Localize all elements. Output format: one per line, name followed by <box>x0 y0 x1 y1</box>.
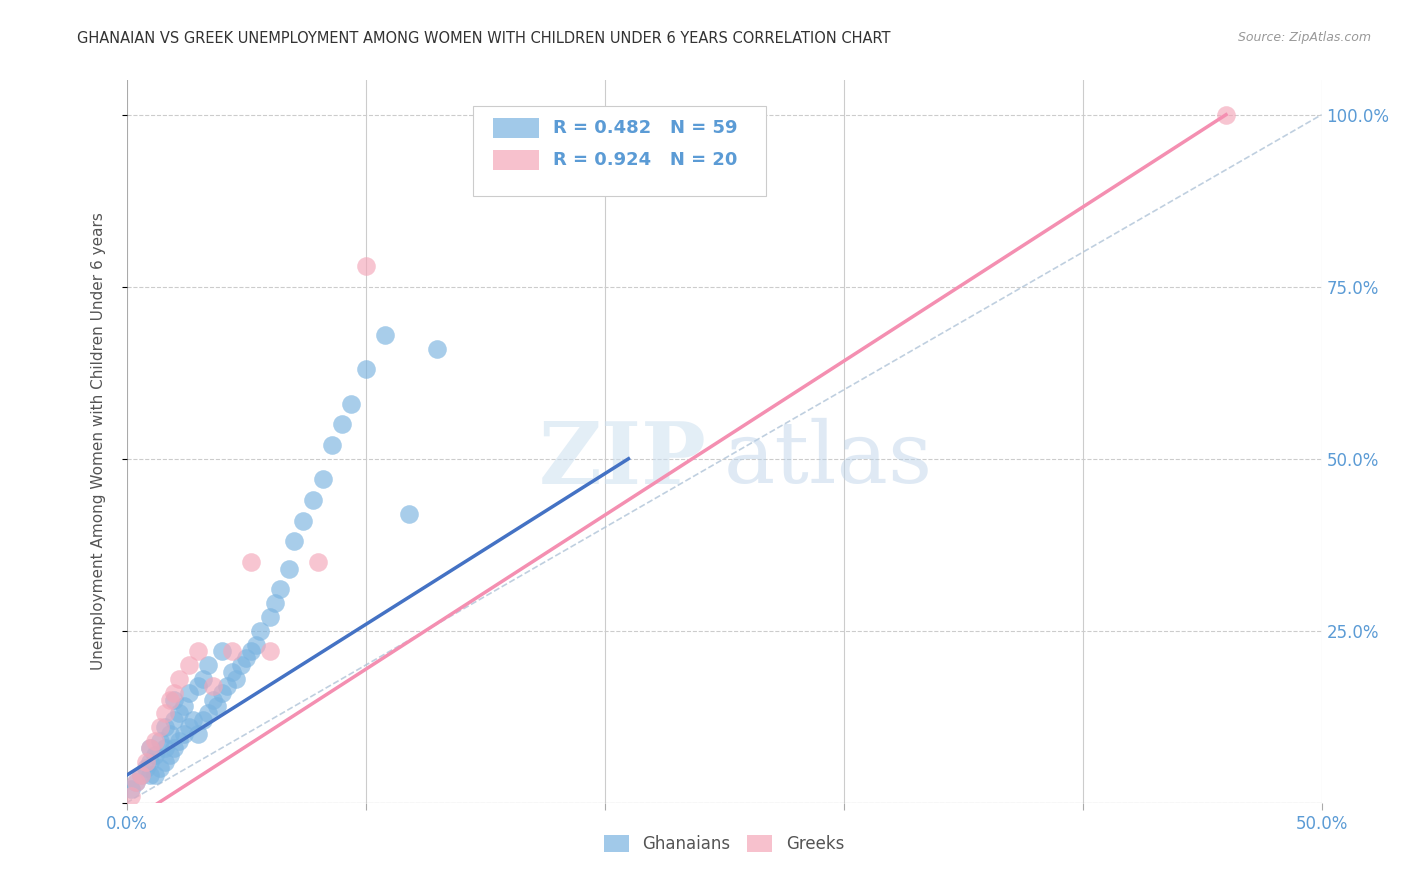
Point <box>239 644 262 658</box>
Point <box>354 259 377 273</box>
Point <box>173 699 195 714</box>
Point <box>426 342 449 356</box>
Point <box>269 582 291 597</box>
Point <box>283 534 305 549</box>
Point <box>374 327 396 342</box>
Point <box>302 493 325 508</box>
Point <box>159 747 181 762</box>
Point <box>211 686 233 700</box>
Point <box>153 755 176 769</box>
FancyBboxPatch shape <box>472 105 766 196</box>
Text: R = 0.924   N = 20: R = 0.924 N = 20 <box>553 151 738 169</box>
Point <box>159 692 181 706</box>
Point <box>221 644 243 658</box>
Point <box>187 727 209 741</box>
Point <box>239 555 262 569</box>
Point <box>340 397 363 411</box>
Point <box>231 658 253 673</box>
Point <box>201 679 224 693</box>
Point <box>311 472 333 486</box>
Point <box>159 727 181 741</box>
Point <box>135 755 157 769</box>
Legend: Ghanaians, Greeks: Ghanaians, Greeks <box>598 828 851 860</box>
Point <box>163 686 186 700</box>
Point <box>263 596 285 610</box>
Bar <box>494 150 538 169</box>
Text: R = 0.482   N = 59: R = 0.482 N = 59 <box>553 119 738 137</box>
Point <box>398 507 420 521</box>
Point <box>143 768 166 782</box>
Point <box>139 740 162 755</box>
Point <box>149 761 172 775</box>
Point <box>177 686 200 700</box>
Point <box>259 644 281 658</box>
Point <box>135 761 157 775</box>
Point <box>201 692 224 706</box>
Text: Source: ZipAtlas.com: Source: ZipAtlas.com <box>1237 31 1371 45</box>
Point <box>245 638 267 652</box>
Point <box>211 644 233 658</box>
Bar <box>494 118 538 138</box>
Point <box>183 713 205 727</box>
Point <box>143 747 166 762</box>
Point <box>167 672 190 686</box>
Point <box>125 775 148 789</box>
Y-axis label: Unemployment Among Women with Children Under 6 years: Unemployment Among Women with Children U… <box>91 212 105 671</box>
Point <box>129 768 152 782</box>
Point <box>167 734 190 748</box>
Point <box>215 679 238 693</box>
Point <box>139 755 162 769</box>
Point <box>187 679 209 693</box>
Point <box>139 768 162 782</box>
Point <box>153 706 176 721</box>
Point <box>321 438 343 452</box>
Point <box>120 782 142 797</box>
Point <box>259 610 281 624</box>
Point <box>167 706 190 721</box>
Point <box>149 734 172 748</box>
Point <box>191 672 214 686</box>
Point <box>129 768 152 782</box>
Point <box>235 651 257 665</box>
Point <box>163 740 186 755</box>
Point <box>153 740 176 755</box>
Point <box>163 713 186 727</box>
Point <box>191 713 214 727</box>
Point <box>292 514 315 528</box>
Point <box>197 658 219 673</box>
Point <box>354 362 377 376</box>
Point <box>330 417 353 432</box>
Point <box>143 734 166 748</box>
Point <box>149 720 172 734</box>
Text: atlas: atlas <box>724 418 934 501</box>
Point <box>221 665 243 679</box>
Point <box>225 672 247 686</box>
Point <box>173 727 195 741</box>
Point <box>139 740 162 755</box>
Text: GHANAIAN VS GREEK UNEMPLOYMENT AMONG WOMEN WITH CHILDREN UNDER 6 YEARS CORRELATI: GHANAIAN VS GREEK UNEMPLOYMENT AMONG WOM… <box>77 31 891 46</box>
Point <box>197 706 219 721</box>
Text: ZIP: ZIP <box>538 417 706 501</box>
Point <box>187 644 209 658</box>
Point <box>249 624 271 638</box>
Point <box>177 658 200 673</box>
Point <box>307 555 329 569</box>
Point <box>207 699 229 714</box>
Point <box>163 692 186 706</box>
Point <box>125 775 148 789</box>
Point <box>278 562 301 576</box>
Point <box>153 720 176 734</box>
Point <box>177 720 200 734</box>
Point <box>1215 108 1237 122</box>
Point <box>120 789 142 803</box>
